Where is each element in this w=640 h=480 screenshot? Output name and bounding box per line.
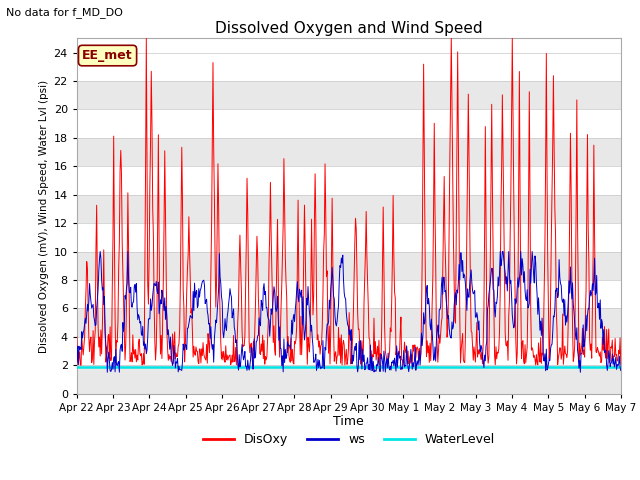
Bar xyxy=(77,138,621,166)
Bar xyxy=(77,81,621,109)
Bar xyxy=(77,252,621,280)
Bar xyxy=(77,308,621,337)
Legend: DisOxy, ws, WaterLevel: DisOxy, ws, WaterLevel xyxy=(198,428,500,451)
Title: Dissolved Oxygen and Wind Speed: Dissolved Oxygen and Wind Speed xyxy=(215,21,483,36)
Text: No data for f_MD_DO: No data for f_MD_DO xyxy=(6,7,124,18)
Text: EE_met: EE_met xyxy=(82,49,133,62)
Bar xyxy=(77,195,621,223)
X-axis label: Time: Time xyxy=(333,415,364,429)
Y-axis label: Dissolved Oxygen (mV), Wind Speed, Water Lvl (psi): Dissolved Oxygen (mV), Wind Speed, Water… xyxy=(39,79,49,353)
Bar xyxy=(77,365,621,394)
